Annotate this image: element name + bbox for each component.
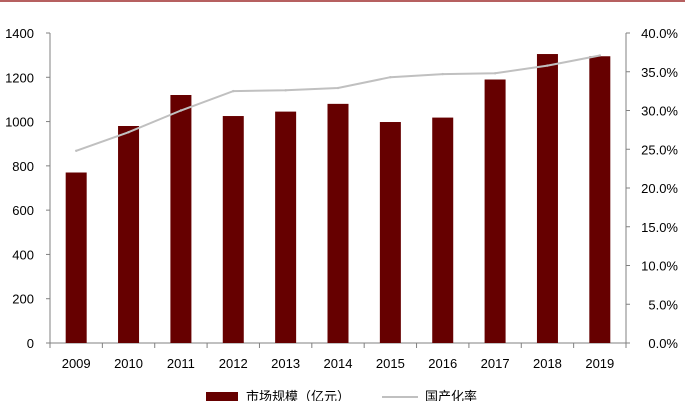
line-point: [179, 109, 183, 112]
x-tick-label: 2016: [428, 356, 457, 371]
line-point: [336, 86, 340, 90]
x-tick-label: 2013: [271, 356, 300, 371]
right-tick-label: 40.0%: [641, 26, 678, 41]
line-point: [232, 89, 235, 93]
left-tick-label: 0: [27, 336, 34, 351]
bar: [118, 126, 140, 343]
bar: [432, 117, 454, 343]
right-tick-label: 30.0%: [641, 104, 678, 119]
bar: [170, 95, 192, 343]
bar: [379, 122, 401, 343]
line-point: [493, 72, 497, 75]
line-point: [389, 75, 392, 79]
x-tick-label: 2019: [585, 356, 614, 371]
legend-swatch-bar: [206, 392, 238, 401]
left-tick-label: 600: [12, 203, 34, 218]
right-tick-label: 15.0%: [641, 220, 678, 235]
left-tick-label: 800: [12, 159, 34, 174]
x-tick-label: 2014: [324, 356, 353, 371]
x-axis: 2009 2010 2011 2012 2013 2014 2015 2016 2017 2018…: [49, 342, 627, 371]
left-y-axis: 0 200 400 600 800 1000 1200 1400: [5, 26, 51, 351]
left-tick-label: 400: [12, 247, 34, 262]
right-y-axis: 0.0% 5.0% 10.0% 15.0% 20.0% 25.0% 30.0% 35.0% 40…: [625, 26, 678, 351]
x-tick-label: 2017: [481, 356, 510, 371]
line-point: [74, 149, 78, 152]
legend-label-bar: 市场规模（亿元）: [246, 389, 350, 401]
left-tick-label: 1400: [5, 26, 34, 41]
x-tick-label: 2009: [62, 356, 91, 371]
line-point: [598, 54, 602, 57]
right-tick-label: 5.0%: [648, 297, 678, 312]
x-tick-label: 2012: [219, 356, 248, 371]
legend: 市场规模（亿元） 国产化率: [206, 389, 477, 401]
left-tick-label: 1000: [5, 115, 34, 130]
right-tick-label: 10.0%: [641, 259, 678, 274]
legend-label-line: 国产化率: [425, 389, 477, 401]
line-point: [546, 64, 549, 67]
bar-series: [65, 54, 611, 344]
left-tick-label: 200: [12, 292, 34, 307]
bar: [275, 111, 297, 343]
right-tick-label: 25.0%: [641, 142, 678, 157]
x-tick-label: 2011: [167, 356, 195, 371]
left-tick-label: 1200: [5, 70, 34, 85]
bar: [589, 56, 611, 343]
right-tick-label: 20.0%: [641, 181, 678, 196]
bar: [536, 54, 558, 344]
line-point: [284, 89, 287, 92]
right-tick-label: 35.0%: [641, 65, 678, 80]
line-series: [74, 54, 602, 152]
x-tick-label: 2015: [376, 356, 405, 371]
x-tick-label: 2010: [114, 356, 143, 371]
bar: [484, 79, 506, 343]
right-tick-label: 0.0%: [648, 336, 678, 351]
bar: [327, 103, 349, 343]
line-point: [441, 72, 444, 76]
line-point: [127, 131, 130, 134]
bar: [65, 172, 87, 343]
x-tick-label: 2018: [533, 356, 562, 371]
bar: [222, 116, 244, 344]
